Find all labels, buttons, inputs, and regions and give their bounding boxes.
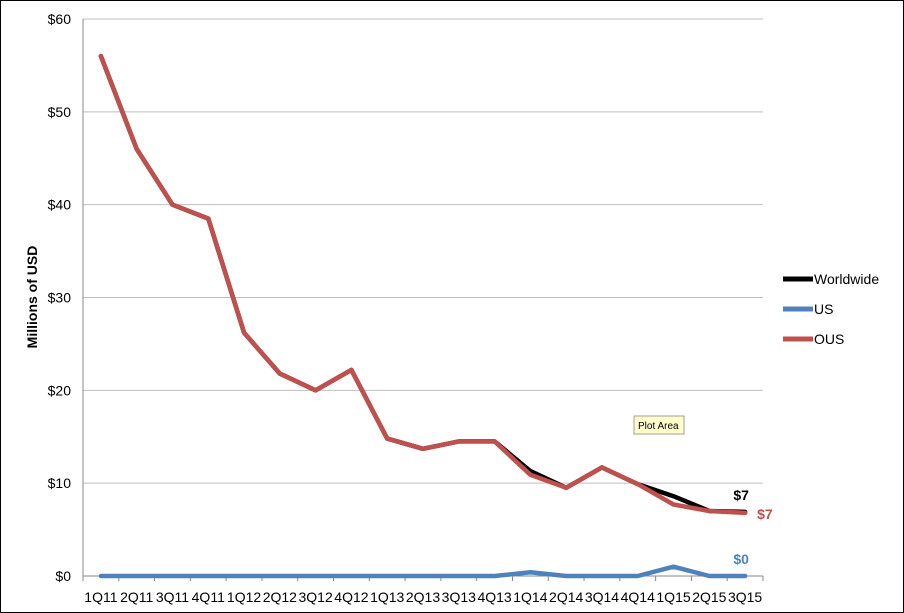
x-tick-label: 4Q13 <box>477 589 511 605</box>
series-lines <box>98 53 748 579</box>
x-tick-label: 2Q15 <box>692 589 726 605</box>
x-tick-label: 1Q13 <box>370 589 404 605</box>
end-label-us: $0 <box>733 551 749 567</box>
legend-label-us: US <box>814 301 833 317</box>
x-tick-label: 3Q11 <box>156 589 189 605</box>
legend: Worldwide US OUS <box>783 271 879 347</box>
tooltip-label: Plot Area <box>638 421 679 432</box>
end-labels: $7 $0 $7 <box>733 487 773 567</box>
x-tick-label: 1Q14 <box>513 589 547 605</box>
y-tick-label: $30 <box>48 290 72 306</box>
x-tick-label: 4Q12 <box>334 589 368 605</box>
y-tick-label: $10 <box>48 475 72 491</box>
x-tick-label: 3Q13 <box>442 589 476 605</box>
x-tick-labels: 1Q11 2Q11 3Q11 4Q11 1Q12 2Q12 3Q12 4Q12 1Q13 2Q13… <box>84 589 762 605</box>
x-tick-label: 1Q11 <box>84 589 117 605</box>
tooltip-box <box>633 415 685 435</box>
end-label-worldwide: $7 <box>733 487 749 503</box>
x-tick-label: 4Q11 <box>192 589 225 605</box>
x-tick-label: 3Q12 <box>299 589 333 605</box>
x-tick-label: 1Q12 <box>227 589 261 605</box>
x-tick-label: 1Q15 <box>656 589 690 605</box>
end-label-ous: $7 <box>757 506 773 522</box>
series-line-us <box>98 564 748 579</box>
legend-label-worldwide: Worldwide <box>814 271 879 287</box>
series-line-ous <box>98 53 748 516</box>
plot-area-tooltip: Plot Area <box>633 415 685 435</box>
gridlines <box>83 18 763 484</box>
x-tick-label: 2Q14 <box>549 589 583 605</box>
x-tick-label: 2Q12 <box>263 589 297 605</box>
y-axis-label: Millions of USD <box>24 246 40 349</box>
x-tick-label: 4Q14 <box>621 589 655 605</box>
y-tick-label: $0 <box>55 568 71 584</box>
y-tick-label: $60 <box>48 11 72 27</box>
x-tick-label: 2Q13 <box>406 589 440 605</box>
series-line-worldwide <box>98 53 748 515</box>
x-tick-label: 2Q11 <box>120 589 153 605</box>
y-tick-label: $50 <box>48 104 72 120</box>
legend-label-ous: OUS <box>814 331 844 347</box>
y-tick-label: $20 <box>48 382 72 398</box>
y-tick-label: $40 <box>48 197 72 213</box>
y-tick-labels: $0 $10 $20 $30 $40 $50 $60 <box>48 11 72 584</box>
x-tick-label: 3Q15 <box>728 589 762 605</box>
x-tick-label: 3Q14 <box>585 589 619 605</box>
